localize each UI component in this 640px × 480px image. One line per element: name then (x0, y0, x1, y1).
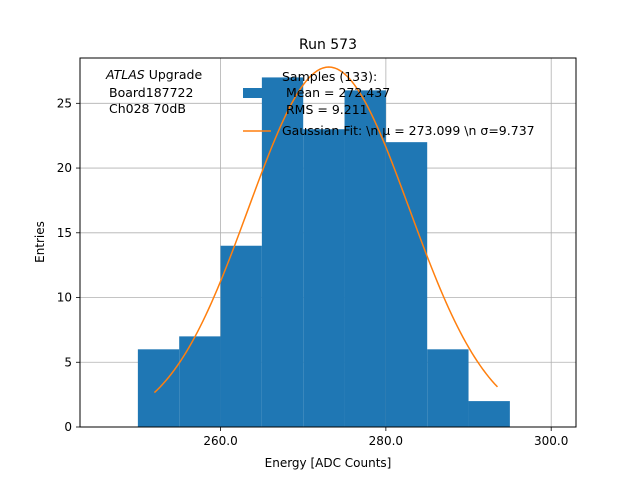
histogram-bar (303, 129, 345, 428)
annotation-line-2: Board187722 (109, 85, 193, 100)
y-tick-label: 0 (64, 420, 72, 434)
x-tick-label: 280.0 (369, 434, 403, 448)
y-tick-label: 10 (57, 291, 72, 305)
annotation-line-1: ATLAS Upgrade (105, 67, 202, 82)
plot-frame (79, 57, 577, 428)
annotation-experiment-suffix: Upgrade (145, 67, 203, 82)
x-axis-ticks: 260.0 280.0 300.0 (203, 427, 568, 448)
histogram-bar (179, 336, 221, 427)
x-tick-label: 260.0 (203, 434, 237, 448)
histogram-bar (261, 77, 304, 427)
legend-rms-label: RMS = 9.211 (286, 102, 368, 117)
y-tick-label: 5 (64, 355, 72, 369)
histogram-bars (137, 77, 510, 428)
x-tick-label: 300.0 (534, 434, 568, 448)
y-tick-label: 20 (57, 161, 72, 175)
legend-mean-label: Mean = 272.437 (286, 85, 390, 100)
legend-fit-label: Gaussian Fit: \n μ = 273.099 \n σ=9.737 (282, 123, 535, 138)
chart-title: Run 573 (299, 37, 357, 53)
histogram-bar (344, 90, 386, 428)
y-axis-label: Entries (33, 221, 47, 263)
histogram-bar (385, 142, 428, 427)
y-axis-ticks: 0 5 10 15 20 25 (57, 96, 80, 434)
histogram-bar (468, 401, 510, 427)
annotation-line-3: Ch028 70dB (109, 101, 186, 116)
legend-histogram-label: Samples (133): (282, 69, 377, 84)
y-tick-label: 25 (57, 96, 72, 110)
plot-annotation: ATLAS Upgrade Board187722 Ch028 70dB (105, 67, 202, 116)
histogram-bar (220, 245, 262, 427)
gaussian-fit-line (153, 66, 499, 394)
annotation-experiment: ATLAS (105, 67, 145, 82)
y-tick-label: 15 (57, 226, 72, 240)
legend: Samples (133): Mean = 272.437 RMS = 9.21… (243, 69, 535, 138)
histogram-bar (427, 349, 469, 427)
x-axis-label: Energy [ADC Counts] (265, 456, 392, 470)
legend-histogram-swatch (243, 88, 271, 98)
fit-curve-layer (153, 66, 499, 394)
